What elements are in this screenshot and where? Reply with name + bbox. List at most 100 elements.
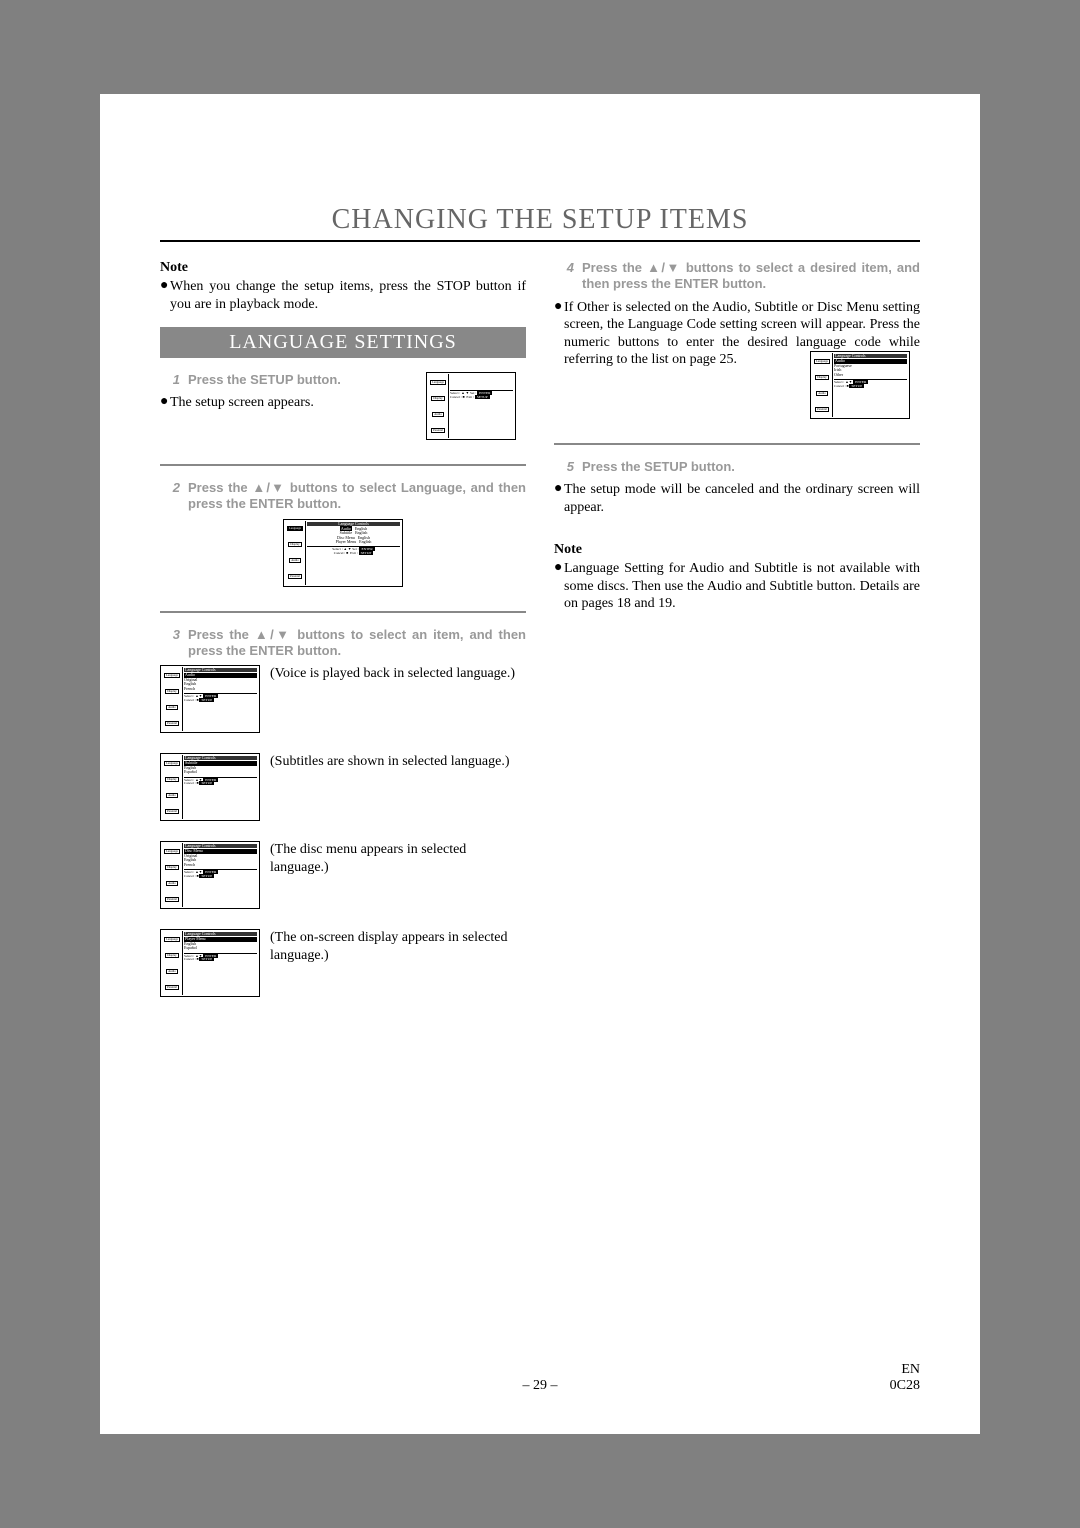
step-number: 5	[554, 459, 582, 475]
sidebar-language: Language	[430, 380, 446, 385]
discmenu-caption: (The disc menu appears in selected langu…	[270, 841, 526, 876]
f: SETUP	[849, 384, 864, 388]
step-3: 3 Press the ▲/▼ buttons to select an ite…	[160, 627, 526, 660]
opt: Español	[184, 946, 257, 950]
result-text: If Other is selected on the Audio, Subti…	[564, 299, 920, 420]
bullet-icon: ●	[554, 560, 564, 613]
s: Parental	[165, 985, 179, 990]
step-number: 4	[554, 260, 582, 293]
s: Language	[164, 849, 180, 854]
result-text: The setup mode will be canceled and the …	[564, 481, 920, 516]
s: Parental	[165, 809, 179, 814]
f: Cancel :	[834, 384, 846, 388]
s: Parental	[165, 721, 179, 726]
lang-code: EN	[901, 1362, 920, 1377]
step-5: 5 Press the SETUP button.	[554, 459, 920, 475]
step-text: Press the ▲/▼ buttons to select Language…	[188, 480, 526, 513]
f: Cancel :	[184, 874, 196, 878]
playermenu-thumbnail: LanguageDisplayAudioParental Language Co…	[160, 929, 260, 997]
sidebar-display: Display	[431, 396, 444, 401]
step-text: Press the SETUP button.	[188, 372, 426, 388]
foot-cancel: Cancel :	[450, 395, 462, 399]
section-title: LANGUAGE SETTINGS	[160, 327, 526, 358]
page-container: CHANGING THE SETUP ITEMS Note ● When you…	[100, 94, 980, 1434]
s: Parental	[165, 897, 179, 902]
row-playermenu: Player Menu	[336, 539, 357, 544]
sidebar-parental: Parental	[288, 574, 302, 579]
step-4: 4 Press the ▲/▼ buttons to select a desi…	[554, 260, 920, 293]
foot-exit: Exit :	[466, 395, 474, 399]
audio-row: LanguageDisplayAudioParental Language Co…	[160, 665, 526, 733]
opt: Other	[834, 373, 907, 377]
language-controls-thumbnail: Language Display Audio Parental Language…	[283, 519, 403, 587]
s: Audio	[166, 793, 178, 798]
step-text: Press the ▲/▼ buttons to select an item,…	[188, 627, 526, 660]
step-1: 1 Press the SETUP button.	[160, 372, 426, 388]
f: Cancel :	[184, 957, 196, 961]
sidebar-display: Display	[288, 542, 301, 547]
foot-cancel: Cancel :	[334, 551, 346, 555]
setup-screen-thumbnail: Language Display Audio Parental Select :…	[426, 372, 516, 440]
language-code-thumbnail: LanguageDisplayAudioParental Language Co…	[810, 351, 910, 419]
sidebar-audio: Audio	[432, 412, 444, 417]
f: SETUP	[199, 698, 214, 702]
footer-right: EN 0C28	[890, 1362, 920, 1394]
right-column: 4 Press the ▲/▼ buttons to select a desi…	[554, 260, 920, 1017]
opt: French	[184, 687, 257, 691]
f: SETUP	[199, 781, 214, 785]
two-columns: Note ● When you change the setup items, …	[160, 260, 920, 1017]
result-text: The setup screen appears.	[170, 394, 426, 412]
bullet-icon: ●	[160, 278, 170, 313]
page-number: – 29 –	[100, 1378, 980, 1394]
page-title: CHANGING THE SETUP ITEMS	[160, 204, 920, 242]
foot-exit: Exit :	[350, 551, 358, 555]
s: Audio	[816, 391, 828, 396]
f: Cancel :	[184, 781, 196, 785]
step-number: 1	[160, 372, 188, 388]
s: Audio	[166, 969, 178, 974]
right-note: ● Language Setting for Audio and Subtitl…	[554, 560, 920, 613]
subtitle-caption: (Subtitles are shown in selected languag…	[270, 753, 526, 771]
s: Parental	[815, 407, 829, 412]
s: Display	[815, 375, 828, 380]
opt: Español	[184, 770, 257, 774]
s: Language	[814, 359, 830, 364]
note-text: When you change the setup items, press t…	[170, 278, 526, 313]
step-text: Press the SETUP button.	[582, 459, 920, 475]
step-number: 2	[160, 480, 188, 513]
bullet-icon: ●	[160, 394, 170, 412]
s: Language	[164, 673, 180, 678]
step-text: Press the ▲/▼ buttons to select a desire…	[582, 260, 920, 293]
f: SETUP	[199, 957, 214, 961]
playermenu-caption: (The on-screen display appears in select…	[270, 929, 526, 964]
audio-thumbnail: LanguageDisplayAudioParental Language Co…	[160, 665, 260, 733]
divider	[160, 464, 526, 466]
s: Audio	[166, 705, 178, 710]
subtitle-thumbnail: LanguageDisplayAudioParental Language Co…	[160, 753, 260, 821]
step5-result: ● The setup mode will be canceled and th…	[554, 481, 920, 516]
step-2: 2 Press the ▲/▼ buttons to select Langua…	[160, 480, 526, 513]
val-english: English	[359, 539, 371, 544]
s: Language	[164, 937, 180, 942]
divider	[554, 443, 920, 445]
note-heading: Note	[554, 542, 920, 558]
sidebar-parental: Parental	[431, 428, 445, 433]
s: Language	[164, 761, 180, 766]
note-text: Language Setting for Audio and Subtitle …	[564, 560, 920, 613]
s: Display	[165, 689, 178, 694]
f: Cancel :	[184, 698, 196, 702]
left-column: Note ● When you change the setup items, …	[160, 260, 526, 1017]
bullet-icon: ●	[554, 481, 564, 516]
setup-label: SETUP	[359, 551, 374, 555]
subtitle-row: LanguageDisplayAudioParental Language Co…	[160, 753, 526, 821]
discmenu-row: LanguageDisplayAudioParental Language Co…	[160, 841, 526, 909]
discmenu-thumbnail: LanguageDisplayAudioParental Language Co…	[160, 841, 260, 909]
step1-result: ● The setup screen appears.	[160, 394, 426, 412]
note-bullet: ● When you change the setup items, press…	[160, 278, 526, 313]
note-heading: Note	[160, 260, 526, 276]
s: Display	[165, 865, 178, 870]
playermenu-row: LanguageDisplayAudioParental Language Co…	[160, 929, 526, 997]
divider	[160, 611, 526, 613]
step-number: 3	[160, 627, 188, 660]
bullet-icon: ●	[554, 299, 564, 420]
